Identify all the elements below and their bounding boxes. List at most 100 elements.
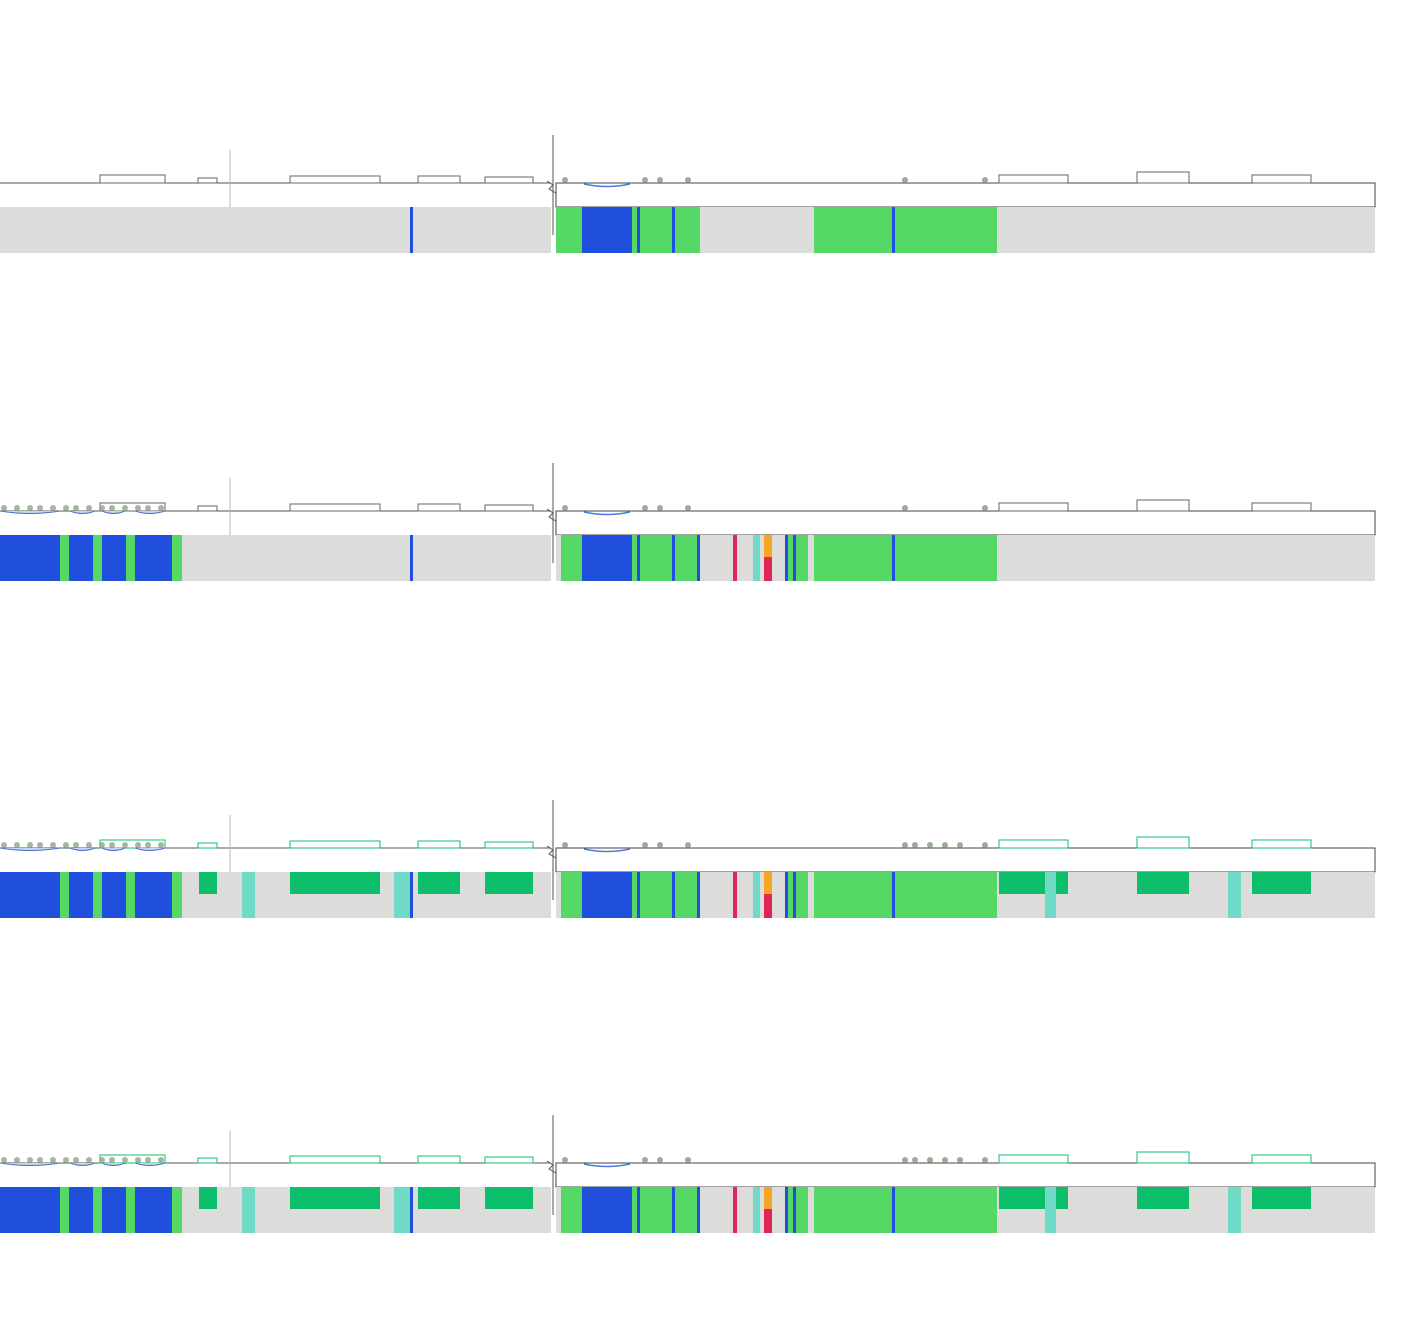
tree: [50, 1157, 56, 1163]
land-use: [1252, 872, 1311, 894]
building-outline: [998, 174, 1069, 184]
land-use: [290, 1187, 380, 1209]
tree: [685, 177, 691, 183]
land-use: [556, 207, 582, 253]
tree: [27, 1157, 33, 1163]
building-outline: [1251, 502, 1312, 512]
tree: [902, 842, 908, 848]
land-use: [753, 1187, 760, 1233]
land-use: [814, 1187, 997, 1233]
tree: [86, 505, 92, 511]
land-use: [999, 872, 1068, 894]
land-use: [561, 872, 582, 918]
land-use: [410, 1187, 413, 1233]
land-use: [733, 535, 737, 581]
tree: [145, 842, 151, 848]
tree: [99, 1157, 105, 1163]
building-outline: [998, 502, 1069, 512]
land-use: [199, 872, 217, 894]
land-use: [93, 535, 102, 581]
land-use: [582, 535, 632, 581]
tree: [657, 177, 663, 183]
building-outline: [417, 840, 461, 849]
land-use: [632, 207, 700, 253]
land-use: [632, 872, 700, 918]
water-body: [0, 1162, 61, 1166]
water-channel: [583, 511, 631, 516]
tree: [27, 842, 33, 848]
land-use: [637, 207, 640, 253]
band-bg: [0, 207, 551, 253]
break-symbol: [546, 180, 557, 194]
tree: [86, 1157, 92, 1163]
tree: [685, 1157, 691, 1163]
building-outline: [1251, 1154, 1312, 1164]
land-use: [764, 894, 772, 918]
land-use: [172, 1187, 182, 1233]
building-outline: [1251, 174, 1312, 184]
land-use: [785, 872, 788, 918]
water-channel: [583, 848, 631, 853]
land-use: [785, 535, 808, 581]
land-use: [69, 1187, 93, 1233]
land-use: [582, 207, 632, 253]
building-outline: [1136, 499, 1190, 512]
water-body: [101, 847, 126, 851]
tree: [912, 1157, 918, 1163]
land-use: [1137, 872, 1189, 894]
tree: [109, 505, 115, 511]
land-use: [126, 1187, 135, 1233]
tree: [657, 505, 663, 511]
tree: [109, 842, 115, 848]
land-use: [410, 207, 413, 253]
land-use: [135, 1187, 172, 1233]
land-use: [733, 1187, 737, 1233]
land-use: [697, 872, 700, 918]
land-use: [242, 1187, 255, 1233]
tree: [562, 842, 568, 848]
building-outline: [1136, 1151, 1190, 1164]
water-body: [69, 847, 96, 851]
tree: [135, 505, 141, 511]
building-outline: [998, 839, 1069, 849]
tree: [135, 1157, 141, 1163]
land-use: [632, 535, 700, 581]
tree: [158, 1157, 164, 1163]
land-use: [485, 1187, 533, 1209]
building-outline: [1136, 171, 1190, 184]
building-outline: [197, 177, 218, 184]
tree: [37, 842, 43, 848]
building-outline: [417, 503, 461, 512]
tree: [14, 1157, 20, 1163]
break-symbol: [546, 508, 557, 522]
land-use: [0, 535, 60, 581]
water-body: [0, 847, 61, 851]
building-outline: [484, 1156, 534, 1164]
tree: [158, 842, 164, 848]
land-use: [561, 1187, 582, 1233]
tree: [562, 1157, 568, 1163]
land-use: [418, 872, 460, 894]
tree: [99, 505, 105, 511]
land-use: [672, 535, 675, 581]
land-use: [69, 535, 93, 581]
tree: [1, 842, 7, 848]
building-outline: [289, 1155, 381, 1164]
land-use: [172, 535, 182, 581]
tree: [642, 842, 648, 848]
tree: [109, 1157, 115, 1163]
tree: [145, 1157, 151, 1163]
tree: [158, 505, 164, 511]
tree: [942, 1157, 948, 1163]
land-use: [0, 872, 60, 918]
tree: [912, 842, 918, 848]
water-body: [134, 510, 166, 514]
tree: [14, 505, 20, 511]
land-use: [394, 1187, 410, 1233]
land-use: [793, 872, 796, 918]
land-use: [814, 207, 997, 253]
tree: [63, 505, 69, 511]
tree: [562, 177, 568, 183]
land-use: [632, 1187, 700, 1233]
